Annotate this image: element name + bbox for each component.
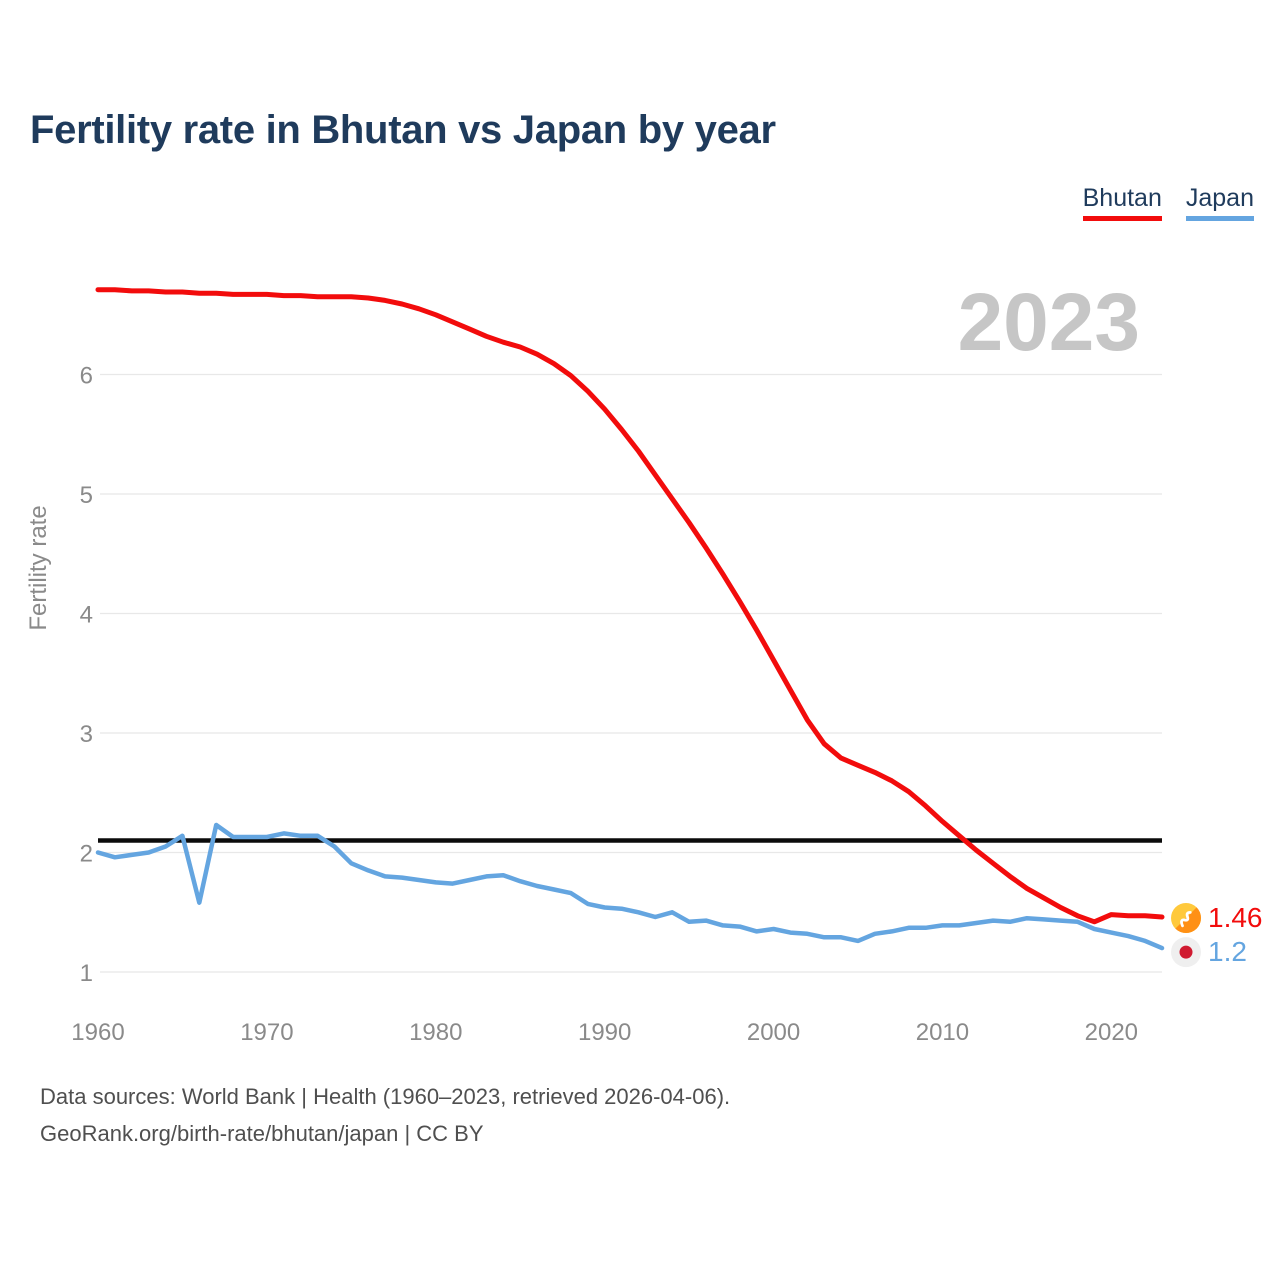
x-tick-label: 1990 [578, 1019, 631, 1046]
legend-item-bhutan[interactable]: Bhutan [1082, 184, 1162, 221]
x-tick-label: 1980 [409, 1019, 462, 1046]
x-tick-label: 2010 [916, 1019, 969, 1046]
x-tick-label: 2020 [1085, 1019, 1138, 1046]
japan-end-value: 1.2 [1208, 936, 1247, 967]
data-sources-line: Data sources: World Bank | Health (1960–… [40, 1084, 731, 1109]
x-tick-label: 1960 [71, 1019, 124, 1046]
y-tick-label: 3 [80, 721, 93, 748]
y-axis-title: Fertility rate [25, 505, 52, 630]
bhutan-line [95, 287, 1165, 925]
attribution-line: GeoRank.org/birth-rate/bhutan/japan | CC… [40, 1121, 484, 1146]
chart-title: Fertility rate in Bhutan vs Japan by yea… [30, 108, 776, 152]
legend-item-japan[interactable]: Japan [1185, 184, 1254, 221]
y-tick-label: 1 [80, 960, 93, 987]
bhutan-flag-icon [1171, 903, 1201, 933]
y-tick-label: 2 [80, 841, 93, 868]
y-tick-label: 5 [80, 482, 93, 509]
legend: Bhutan Japan [1082, 184, 1254, 221]
x-tick-label: 2000 [747, 1019, 800, 1046]
bhutan-end-value: 1.46 [1208, 902, 1263, 933]
japan-flag-icon [1171, 937, 1201, 968]
y-tick-label: 6 [80, 363, 93, 390]
x-tick-label: 1970 [240, 1019, 293, 1046]
year-watermark: 2023 [958, 277, 1140, 368]
y-tick-label: 4 [80, 602, 93, 629]
japan-line [95, 822, 1165, 951]
footer: Data sources: World Bank | Health (1960–… [40, 1078, 730, 1152]
